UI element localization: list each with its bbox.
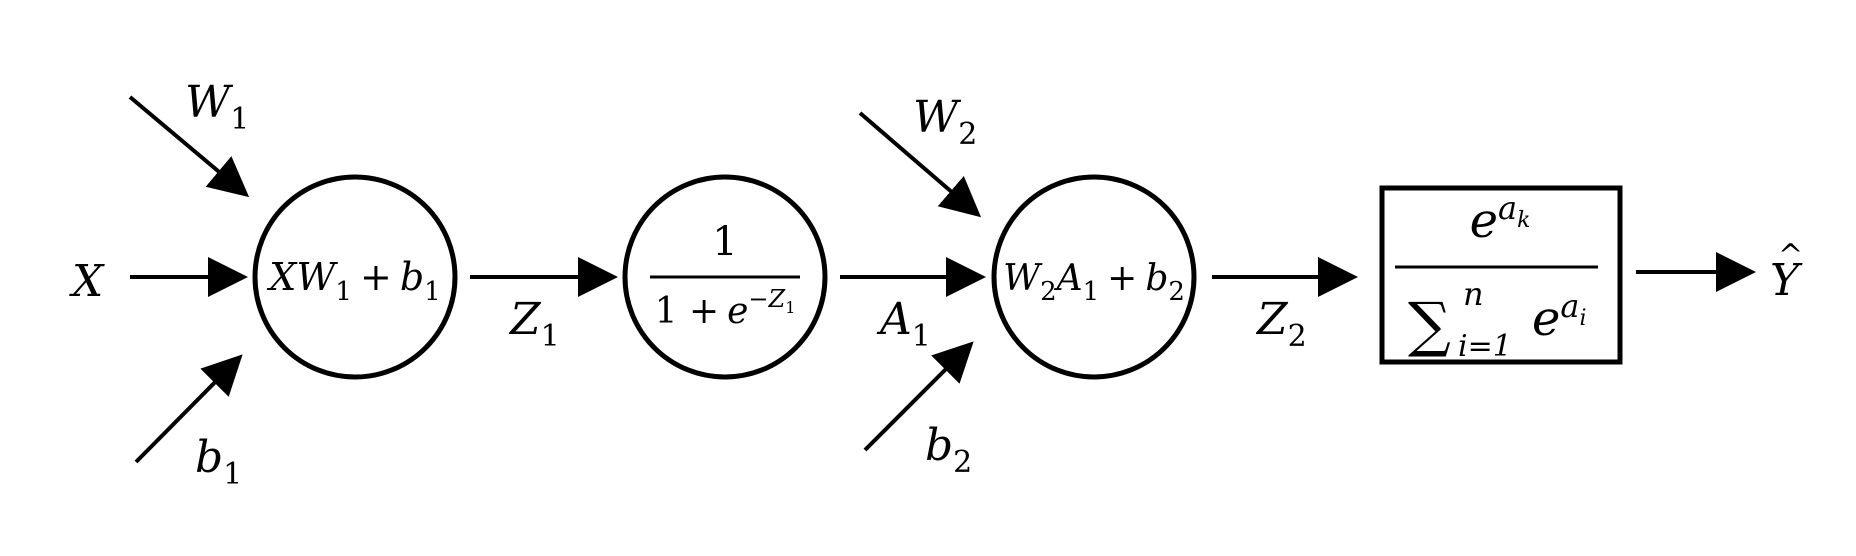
softmax-node	[1379, 185, 1623, 365]
input-w2-label: W2	[913, 92, 977, 152]
edge-a1-label: A1	[876, 294, 931, 354]
arrow-w2-to-linear2	[858, 111, 982, 218]
softmax-sum-upper: n	[1463, 275, 1484, 313]
softmax-numerator: eak	[1470, 189, 1531, 249]
linear2-node	[991, 174, 1197, 380]
softmax-denominator-term: eai	[1532, 287, 1587, 347]
linear1-node	[252, 174, 458, 380]
sigmoid-denominator: 1 + e−Z1	[655, 285, 796, 332]
input-b2-label: b2	[925, 420, 972, 480]
arrow-w1-to-linear1	[128, 95, 250, 198]
input-b1-label: b1	[195, 432, 242, 492]
edge-z1-label: Z1	[508, 294, 560, 354]
linear2-expression: W2A1 + b2	[1003, 258, 1185, 307]
softmax-sum-lower: i=1	[1458, 329, 1512, 364]
input-w1-label: W1	[185, 77, 249, 137]
linear1-expression: XW1 + b1	[266, 255, 440, 307]
edge-z2-label: Z2	[1255, 294, 1307, 354]
output-hat-accent: ^	[1778, 238, 1803, 273]
input-x-label: X	[69, 256, 105, 307]
arrow-b1-to-linear1	[134, 354, 243, 464]
softmax-sum-symbol: ∑	[1408, 290, 1451, 360]
sigmoid-node	[622, 174, 828, 380]
output-y-label: Y	[1770, 255, 1803, 306]
sigmoid-numerator: 1	[712, 219, 737, 265]
arrow-b2-to-linear2	[863, 341, 974, 452]
